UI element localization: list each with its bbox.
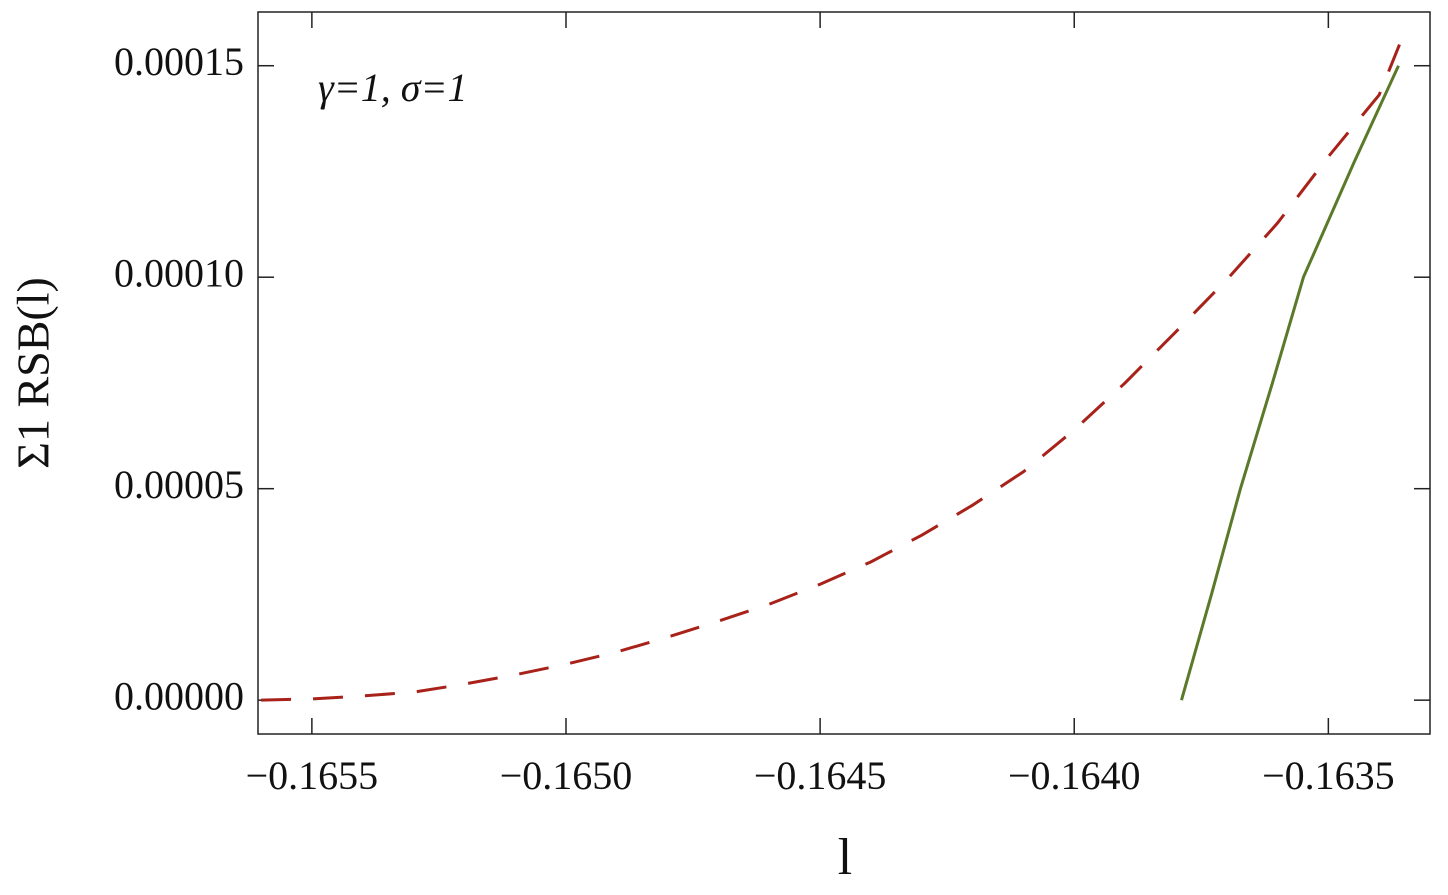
plot-frame (257, 11, 1431, 735)
x-tick-label: −0.1635 (1262, 753, 1395, 798)
series-line (1180, 65, 1400, 701)
series-line (261, 44, 1401, 702)
x-axis-label: l (838, 829, 852, 886)
x-tick-label: −0.1640 (1008, 753, 1141, 798)
x-tick-label: −0.1655 (246, 753, 379, 798)
x-tick-label: −0.1645 (754, 753, 887, 798)
y-tick-label: 0.00010 (114, 250, 244, 295)
annotation: γ=1, σ=1 (318, 65, 467, 110)
y-axis-label: Σ1 RSB(l) (8, 277, 59, 469)
x-tick-label: −0.1650 (500, 753, 633, 798)
y-tick-label: 0.00005 (114, 462, 244, 507)
y-tick-label: 0.00000 (114, 673, 244, 718)
y-tick-label: 0.00015 (114, 39, 244, 84)
